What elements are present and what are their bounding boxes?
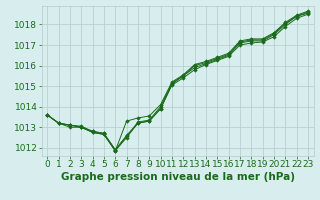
X-axis label: Graphe pression niveau de la mer (hPa): Graphe pression niveau de la mer (hPa) bbox=[60, 172, 295, 182]
